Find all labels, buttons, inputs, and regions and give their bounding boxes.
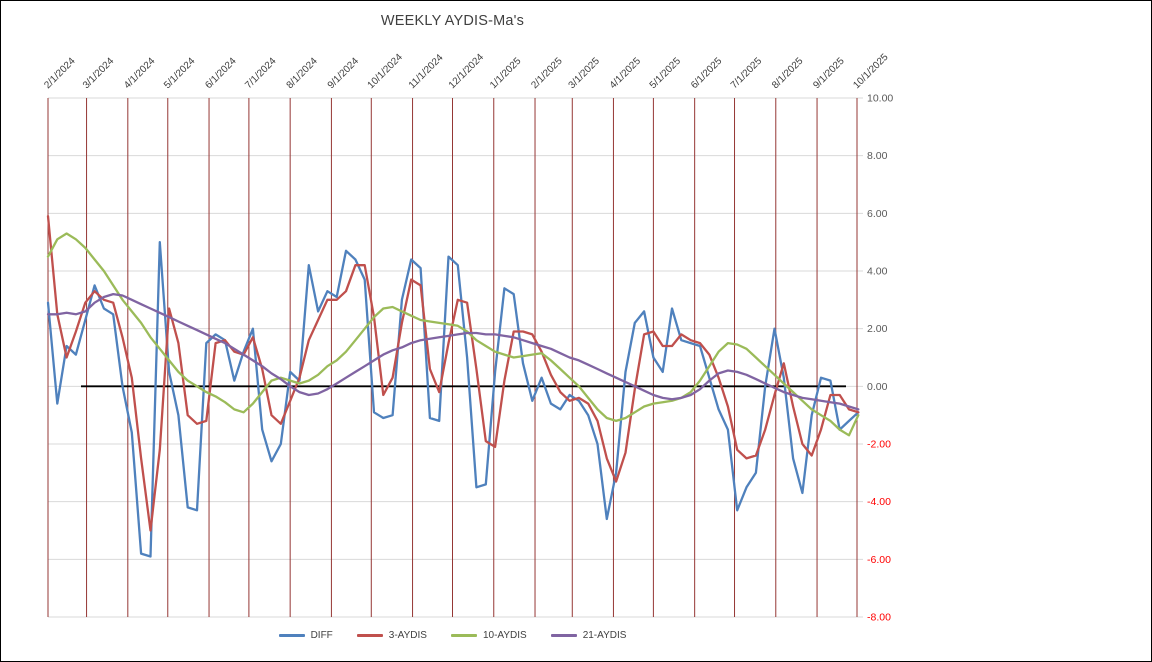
x-axis-label: 4/1/2025 xyxy=(608,56,644,92)
legend-swatch-10-AYDIS xyxy=(450,634,477,637)
horizontal-gridlines xyxy=(48,97,863,618)
x-axis-label: 6/1/2025 xyxy=(689,56,725,92)
x-axis-label: 11/1/2024 xyxy=(407,52,446,91)
y-axis-label: -6.00 xyxy=(867,554,891,566)
x-axis-labels: 2/1/2024 3/1/2024 4/1/2024 5/1/2024 6/1/2024… xyxy=(42,52,891,92)
legend-label-21-AYDIS: 21-AYDIS xyxy=(582,630,627,641)
y-axis-label: 8.00 xyxy=(867,150,888,162)
x-axis-label: 9/1/2024 xyxy=(326,56,362,92)
series-line-21-AYDIS xyxy=(46,292,860,411)
x-axis-label: 9/1/2025 xyxy=(811,56,847,92)
x-axis-label: 3/1/2024 xyxy=(81,56,117,92)
y-axis-label: 10.00 xyxy=(867,93,893,105)
legend-swatch-DIFF xyxy=(278,634,305,637)
legend: DIFF 3-AYDIS 10-AYDIS 21-AYDIS xyxy=(48,630,857,641)
x-axis-label: 7/1/2024 xyxy=(243,56,279,92)
chart-title: WEEKLY AYDIS-Ma's xyxy=(380,13,525,29)
series-line-10-AYDIS xyxy=(46,232,860,437)
x-axis-label: 5/1/2025 xyxy=(648,56,684,92)
legend-item-3-AYDIS: 3-AYDIS xyxy=(356,630,427,641)
y-axis-label: 0.00 xyxy=(867,381,888,393)
x-axis-label: 1/1/2025 xyxy=(488,56,524,92)
x-axis-label: 3/1/2025 xyxy=(567,56,603,92)
legend-label-DIFF: DIFF xyxy=(310,630,333,641)
x-axis-label: 10/1/2024 xyxy=(366,52,406,92)
x-axis-label: 7/1/2025 xyxy=(729,56,765,92)
y-axis-label: 6.00 xyxy=(867,208,888,220)
legend-swatch-21-AYDIS xyxy=(550,634,577,637)
x-axis-label: 8/1/2025 xyxy=(770,56,806,92)
legend-label-3-AYDIS: 3-AYDIS xyxy=(388,630,427,641)
x-axis-label: 2/1/2024 xyxy=(42,56,78,92)
y-axis-labels: 10.00 8.00 6.00 4.00 2.00 0.00 -2.00 -4.00 -6.00… xyxy=(867,93,893,624)
vertical-gridlines xyxy=(47,98,858,617)
x-axis-label: 4/1/2024 xyxy=(122,56,158,92)
x-axis-label: 10/1/2025 xyxy=(851,52,891,92)
y-axis-label: -4.00 xyxy=(867,496,891,508)
y-axis-label: 2.00 xyxy=(867,323,888,335)
series-line-3-AYDIS xyxy=(46,215,860,532)
x-axis-label: 6/1/2024 xyxy=(203,56,239,92)
legend-swatch-3-AYDIS xyxy=(356,634,383,637)
y-axis-label: -8.00 xyxy=(867,612,891,624)
legend-item-21-AYDIS: 21-AYDIS xyxy=(550,630,627,641)
x-axis-label: 12/1/2024 xyxy=(447,52,487,92)
legend-item-10-AYDIS: 10-AYDIS xyxy=(450,630,527,641)
x-axis-label: 8/1/2024 xyxy=(285,56,321,92)
series-line-DIFF xyxy=(46,241,860,558)
x-axis-label: 2/1/2025 xyxy=(529,56,565,92)
legend-label-10-AYDIS: 10-AYDIS xyxy=(482,630,527,641)
legend-item-DIFF: DIFF xyxy=(278,630,333,641)
y-axis-label: -2.00 xyxy=(867,439,891,451)
y-axis-label: 4.00 xyxy=(867,266,888,278)
x-axis-label: 5/1/2024 xyxy=(162,56,198,92)
